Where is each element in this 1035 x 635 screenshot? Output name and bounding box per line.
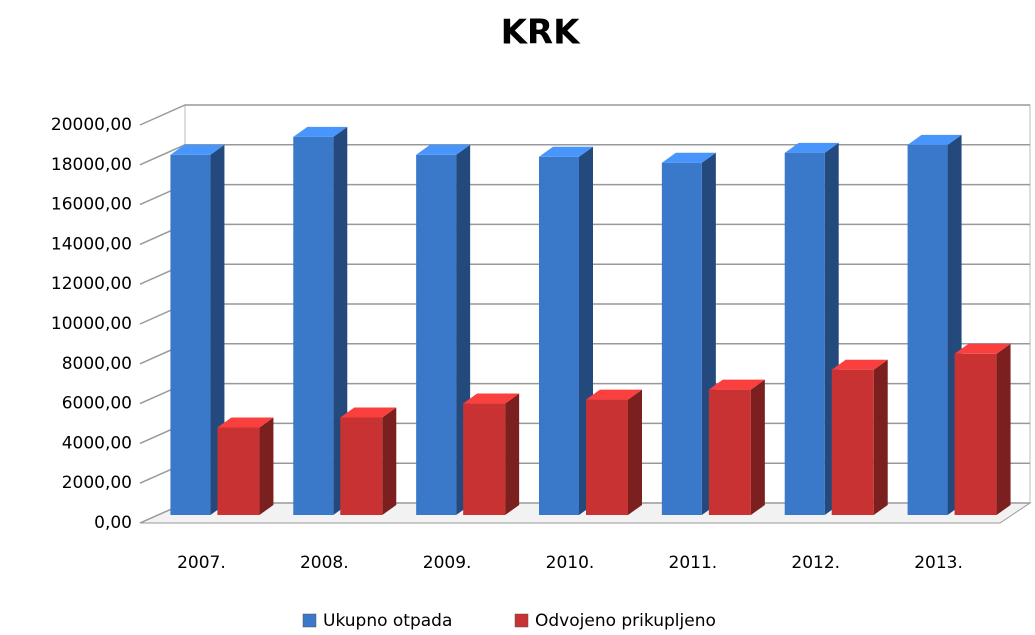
- legend-swatch: [514, 613, 529, 628]
- legend-label: Ukupno otpada: [323, 611, 452, 631]
- y-tick-label: 14000,00: [51, 234, 132, 254]
- bar: [340, 417, 383, 515]
- y-tick-label: 8000,00: [62, 354, 132, 374]
- bar-top: [416, 144, 471, 155]
- bar-side: [750, 379, 765, 515]
- bar-top: [831, 359, 888, 370]
- bar-side: [382, 407, 397, 515]
- bar-side: [505, 393, 520, 515]
- x-tick-label: 2011.: [669, 553, 718, 573]
- chart-title: KRK: [501, 13, 582, 53]
- bar: [661, 162, 702, 515]
- y-tick-label: 12000,00: [51, 274, 132, 294]
- y-tick-label: 4000,00: [62, 433, 132, 453]
- bar-side: [628, 389, 642, 515]
- x-tick-label: 2013.: [914, 553, 963, 573]
- y-tick-label: 2000,00: [62, 473, 132, 493]
- bar: [539, 156, 579, 516]
- bar-top: [784, 142, 839, 153]
- y-tick-label: 10000,00: [51, 314, 132, 334]
- x-tick-label: 2008.: [300, 553, 349, 573]
- x-tick-label: 2010.: [546, 553, 595, 573]
- x-tick-label: 2012.: [791, 553, 840, 573]
- bar-top: [293, 126, 348, 137]
- bar-top: [954, 343, 1011, 354]
- bar: [784, 152, 825, 515]
- bar: [954, 353, 997, 515]
- legend-swatch: [302, 613, 317, 628]
- bar: [708, 389, 751, 515]
- bar: [907, 144, 948, 516]
- bar: [217, 427, 260, 515]
- bar: [586, 399, 628, 515]
- grid-line: [139, 144, 1030, 166]
- bar-top: [907, 134, 962, 145]
- bar-top: [170, 144, 225, 155]
- bar: [463, 403, 506, 515]
- y-tick-label: 18000,00: [51, 155, 132, 175]
- bar-side: [996, 343, 1011, 515]
- grid-line: [139, 104, 1030, 126]
- y-tick-label: 0,00: [94, 513, 132, 533]
- y-tick-label: 16000,00: [51, 195, 132, 215]
- bar-side: [873, 359, 888, 515]
- bar-top: [217, 417, 274, 428]
- bar: [170, 154, 211, 515]
- bar: [831, 369, 874, 515]
- bar-top: [586, 389, 642, 400]
- x-tick-label: 2007.: [177, 553, 226, 573]
- y-tick-label: 20000,00: [51, 115, 132, 135]
- x-tick-label: 2009.: [423, 553, 472, 573]
- legend-label: Odvojeno prikupljeno: [535, 611, 716, 631]
- bar-top: [539, 146, 593, 157]
- bar: [416, 154, 457, 515]
- bar-top: [340, 407, 397, 418]
- bar-side: [259, 417, 274, 515]
- bar-top: [708, 379, 765, 390]
- bar-side: [210, 144, 225, 515]
- bar-top: [463, 393, 520, 404]
- bar-top: [661, 152, 716, 163]
- bar: [293, 136, 334, 515]
- y-tick-label: 6000,00: [62, 394, 132, 414]
